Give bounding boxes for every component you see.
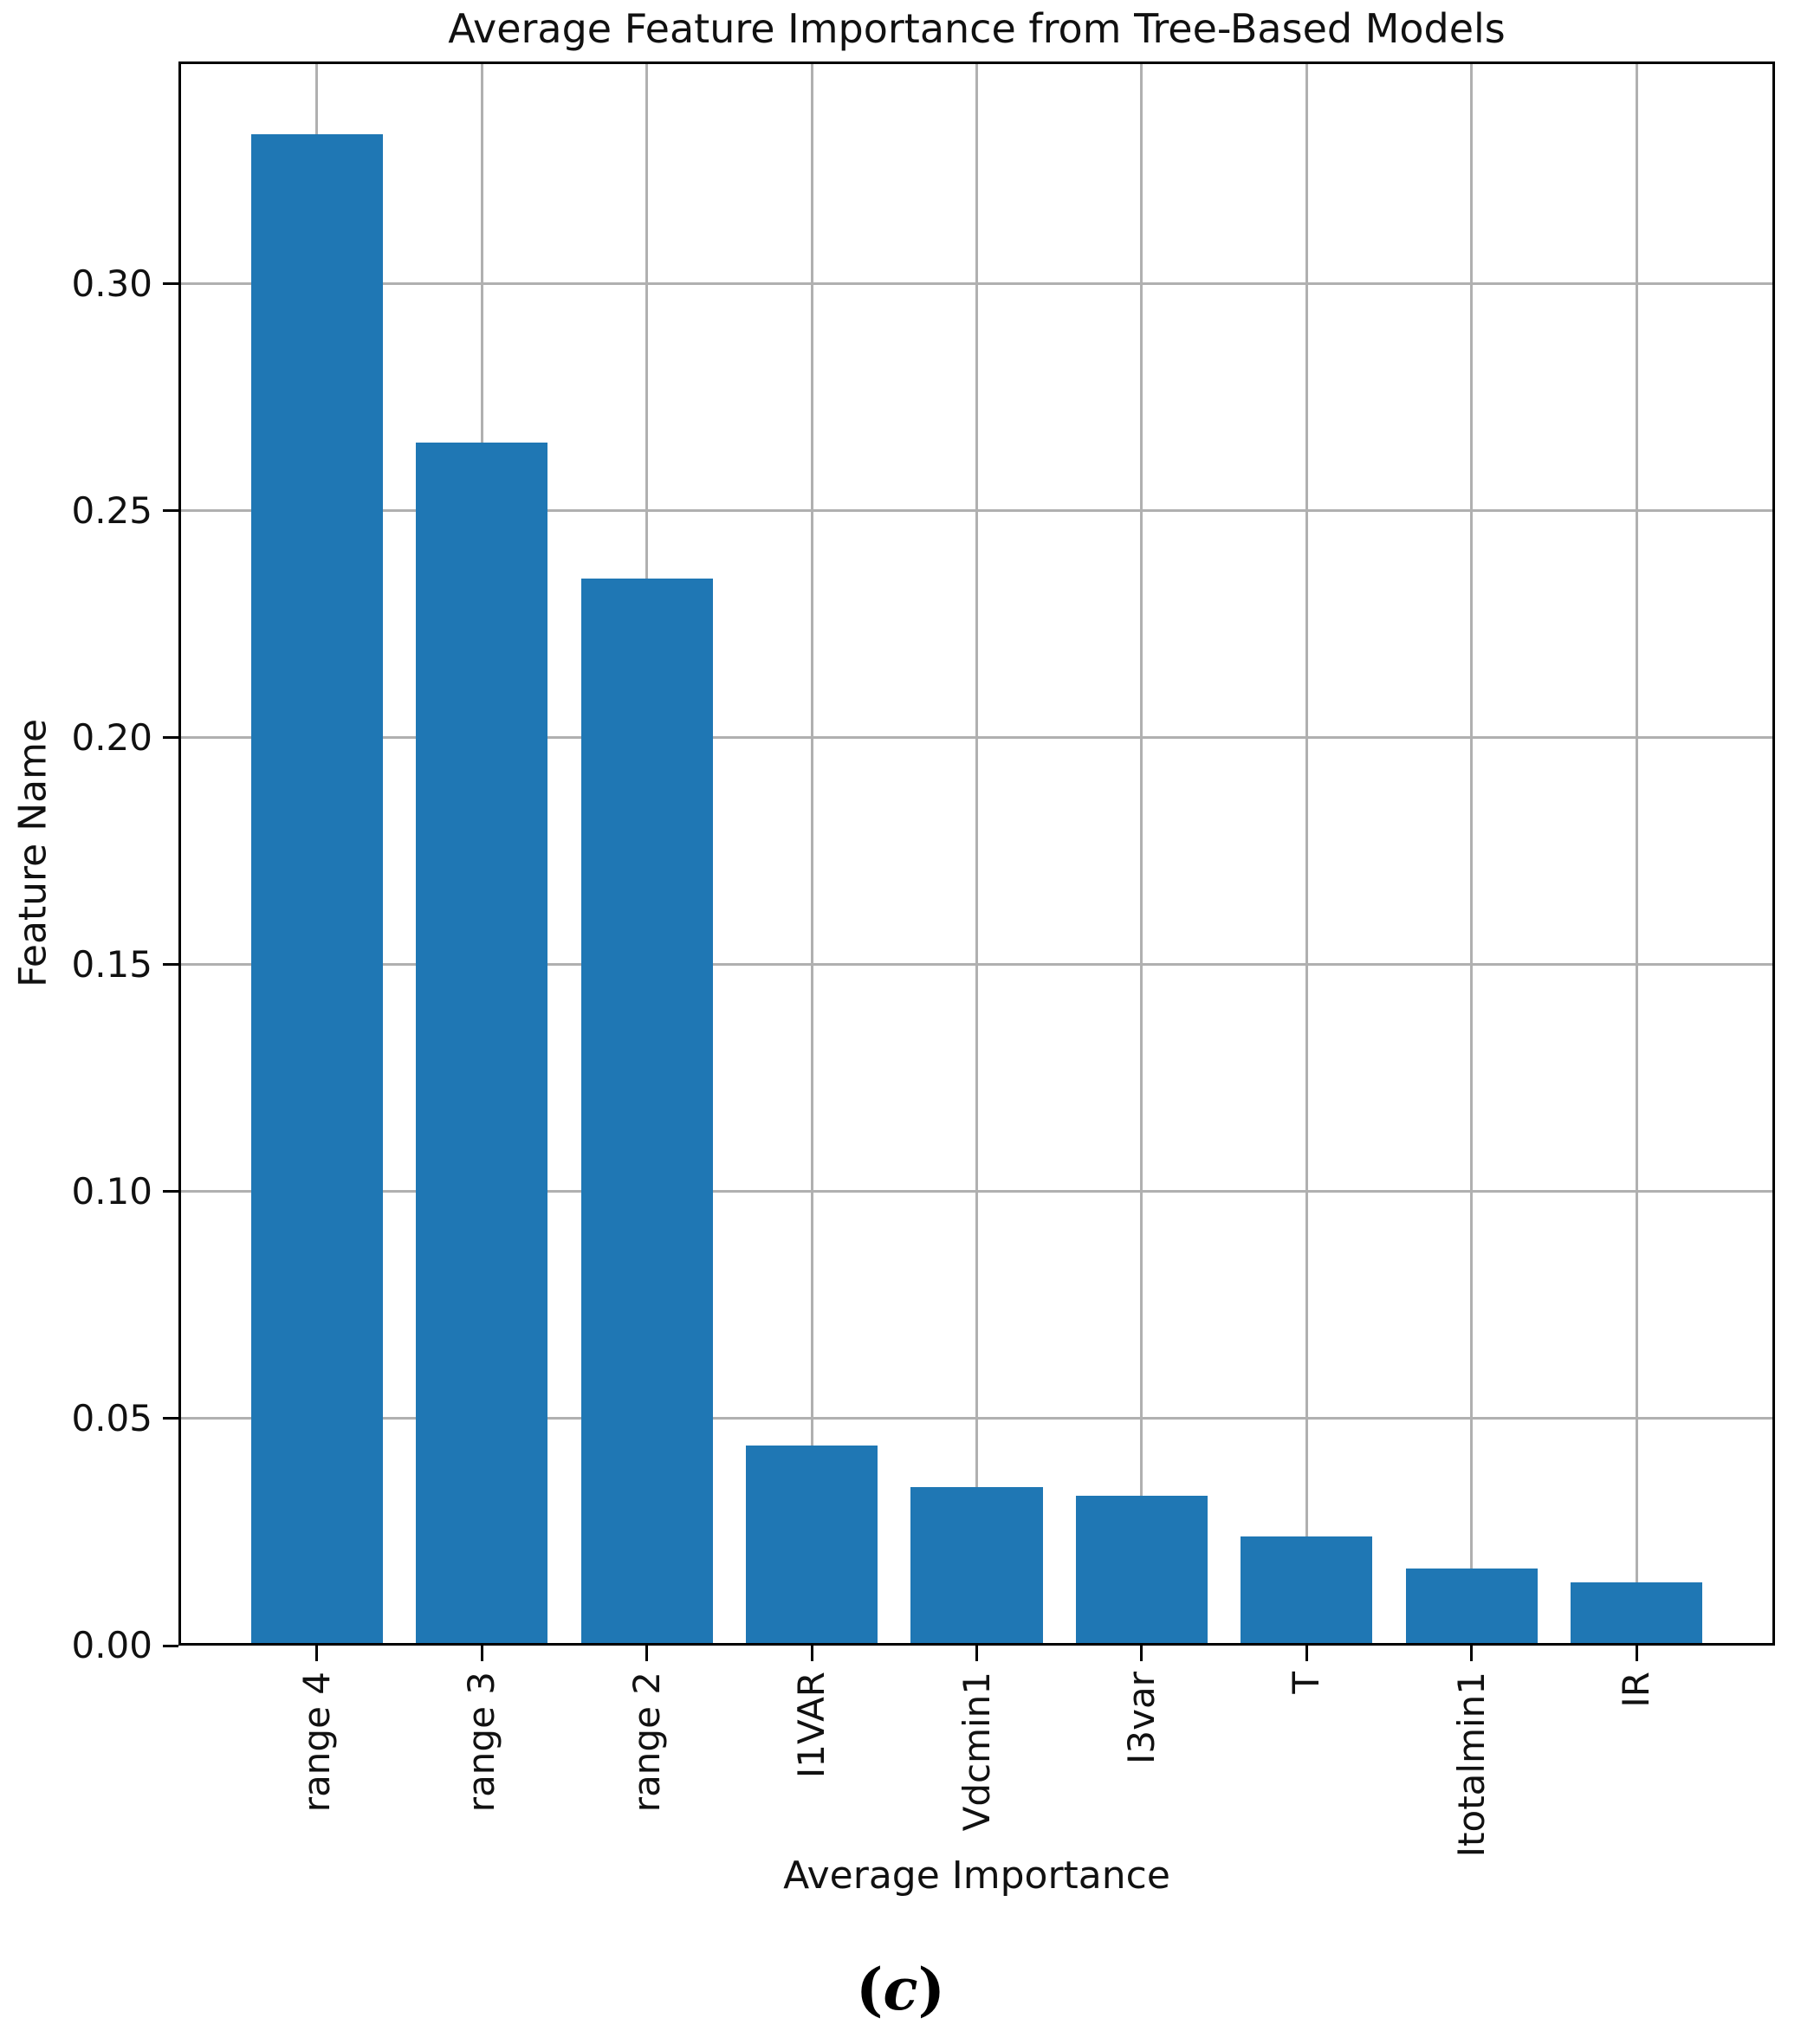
chart-title: Average Feature Importance from Tree-Bas…	[448, 5, 1506, 52]
plot-area	[178, 61, 1775, 1646]
x-tick-label: range 2	[625, 1672, 668, 1813]
x-tick-mark	[1140, 1646, 1143, 1661]
y-tick-mark	[163, 509, 178, 513]
gridline-vertical	[1635, 61, 1638, 1646]
gridline-vertical	[1305, 61, 1308, 1646]
y-tick-label: 0.05	[71, 1396, 152, 1439]
x-tick-label: I3var	[1119, 1672, 1163, 1764]
y-tick-label: 0.30	[71, 262, 152, 305]
bar-range-3	[416, 443, 548, 1646]
x-tick-label: T	[1285, 1672, 1328, 1694]
gridline-vertical	[975, 61, 978, 1646]
x-tick-mark	[1470, 1646, 1474, 1661]
bar-i1var	[745, 1446, 878, 1646]
x-tick-mark	[1305, 1646, 1308, 1661]
x-tick-mark	[645, 1646, 649, 1661]
bar-i3var	[1075, 1496, 1208, 1646]
x-tick-label: Itotalmin1	[1449, 1672, 1493, 1858]
gridline-vertical	[810, 61, 813, 1646]
bar-ir	[1570, 1582, 1703, 1646]
subfigure-caption: (c)	[0, 1956, 1801, 2023]
y-tick-label: 0.20	[71, 715, 152, 759]
bar-vdcmin1	[910, 1486, 1043, 1646]
y-tick-label: 0.15	[71, 942, 152, 986]
gridline-vertical	[1470, 61, 1474, 1646]
caption-letter: c	[883, 1956, 918, 2023]
y-tick-mark	[163, 963, 178, 967]
x-tick-mark	[480, 1646, 483, 1661]
x-tick-label: range 4	[295, 1672, 338, 1813]
x-tick-mark	[315, 1646, 319, 1661]
caption-paren-open: (	[856, 1956, 884, 2023]
x-tick-mark	[1635, 1646, 1638, 1661]
y-tick-mark	[163, 282, 178, 286]
bar-range-2	[580, 579, 713, 1646]
y-tick-mark	[163, 1417, 178, 1420]
caption-paren-close: )	[917, 1956, 945, 2023]
x-tick-mark	[975, 1646, 978, 1661]
y-tick-label: 0.25	[71, 488, 152, 532]
x-tick-mark	[810, 1646, 813, 1661]
x-tick-label: Vdcmin1	[955, 1672, 998, 1832]
gridline-vertical	[1140, 61, 1143, 1646]
y-tick-label: 0.00	[71, 1624, 152, 1666]
y-tick-label: 0.10	[71, 1169, 152, 1213]
y-tick-mark	[163, 1190, 178, 1193]
bar-range-4	[250, 133, 384, 1646]
y-tick-mark	[163, 1644, 178, 1647]
x-tick-label: IR	[1615, 1672, 1658, 1708]
bar-t	[1241, 1536, 1373, 1646]
y-tick-mark	[163, 736, 178, 740]
bar-itotalmin1	[1405, 1568, 1538, 1646]
x-tick-label: range 3	[460, 1672, 503, 1813]
x-tick-label: I1VAR	[790, 1672, 833, 1779]
x-axis-label: Average Importance	[783, 1853, 1170, 1898]
